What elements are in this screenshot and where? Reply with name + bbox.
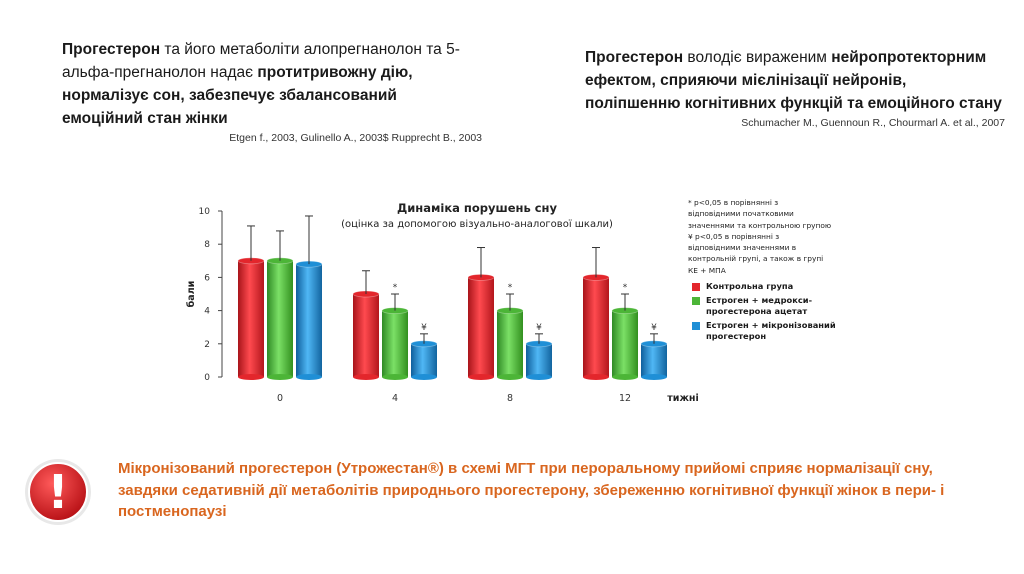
right-citation: Schumacher M., Guennoun R., Chourmarl A.… bbox=[741, 117, 1005, 129]
x-tick-label: 8 bbox=[507, 393, 513, 404]
significance-notes: * р<0,05 в порівнянні з відповідними поча… bbox=[688, 197, 858, 276]
bar-base bbox=[641, 374, 667, 380]
legend-item: Контрольна група bbox=[688, 281, 858, 293]
left-term: Прогестерон bbox=[62, 41, 161, 58]
right-text-block: Прогестерон володіє вираженим нейропроте… bbox=[585, 46, 1005, 129]
significance-note-line: КЕ + МПА bbox=[688, 265, 726, 275]
bar-3 bbox=[411, 343, 437, 377]
bar-base bbox=[353, 374, 379, 380]
left-paragraph: Прогестерон та його метаболіти алопрегна… bbox=[62, 38, 482, 130]
significance-marker: ¥ bbox=[536, 323, 542, 333]
significance-marker: * bbox=[623, 283, 628, 293]
bar-1 bbox=[468, 277, 494, 377]
left-citation: Etgen f., 2003, Gulinello A., 2003$ Rupp… bbox=[229, 132, 482, 144]
bar-base bbox=[296, 374, 322, 380]
exclamation-icon: ! bbox=[25, 459, 91, 525]
legend-item: Естроген + медрокси-прогестерона ацетат bbox=[688, 295, 858, 318]
bar-base bbox=[583, 374, 609, 380]
y-tick-label: 8 bbox=[204, 240, 210, 250]
alert-symbol: ! bbox=[48, 465, 69, 519]
bar-1 bbox=[353, 294, 379, 377]
bar-base bbox=[238, 374, 264, 380]
significance-marker: * bbox=[393, 283, 398, 293]
y-tick-label: 2 bbox=[204, 340, 210, 350]
x-tick-label: 12 bbox=[619, 393, 631, 404]
y-tick-label: 4 bbox=[204, 307, 210, 317]
bar-base bbox=[497, 374, 523, 380]
x-tick-label: 0 bbox=[277, 393, 283, 404]
bar-base bbox=[612, 374, 638, 380]
right-emphasis: нейропротекторним ефектом, сприяючи мієл… bbox=[585, 49, 1002, 112]
legend-label: Контрольна група bbox=[706, 281, 794, 292]
y-axis-label: бали bbox=[186, 281, 197, 308]
bar-base bbox=[382, 374, 408, 380]
x-axis-label: тижні bbox=[667, 393, 698, 404]
bar-2 bbox=[612, 310, 638, 377]
chart-subtitle: (оцінка за допомогою візуально-аналогово… bbox=[341, 218, 613, 230]
significance-note-line: ¥ р<0,05 в порівнянні з bbox=[688, 231, 780, 241]
x-tick-label: 4 bbox=[392, 393, 398, 404]
bar-2 bbox=[382, 310, 408, 377]
significance-marker: * bbox=[508, 283, 513, 293]
conclusion-text: Мікронізований прогестерон (Утрожестан®)… bbox=[118, 460, 945, 520]
y-tick-label: 10 bbox=[199, 207, 211, 217]
bar-1 bbox=[238, 260, 264, 377]
left-connector: та його метаболіти алопрегнанолон та 5-а… bbox=[62, 41, 460, 81]
left-emphasis: протитривожну дію, нормалізує сон, забез… bbox=[62, 64, 413, 127]
bar-base bbox=[468, 374, 494, 380]
sleep-disorder-chart: Динаміка порушень сну (оцінка за допомог… bbox=[186, 201, 699, 404]
bar-3 bbox=[526, 343, 552, 377]
significance-note-line: значеннями та контрольною групою bbox=[688, 220, 832, 230]
significance-note-line: * р<0,05 в порівнянні з bbox=[688, 198, 779, 207]
legend-label: Естроген + медрокси-прогестерона ацетат bbox=[706, 294, 813, 317]
legend-swatch bbox=[692, 296, 700, 305]
bar-3 bbox=[296, 264, 322, 377]
significance-note-line: контрольній групі, а також в групі bbox=[688, 254, 824, 264]
legend-swatch bbox=[692, 283, 700, 292]
bar-2 bbox=[497, 310, 523, 377]
chart-legend: * р<0,05 в порівнянні з відповідними поча… bbox=[688, 197, 858, 345]
right-paragraph: Прогестерон володіє вираженим нейропроте… bbox=[585, 46, 1005, 115]
bar-2 bbox=[267, 260, 293, 377]
significance-marker: ¥ bbox=[421, 323, 427, 333]
left-text-block: Прогестерон та його метаболіти алопрегна… bbox=[62, 38, 482, 144]
bar-3 bbox=[641, 343, 667, 377]
chart-title: Динаміка порушень сну bbox=[397, 201, 557, 215]
bar-base bbox=[267, 374, 293, 380]
legend-swatch bbox=[692, 321, 700, 330]
significance-marker: ¥ bbox=[651, 323, 657, 333]
significance-note-line: відповідними значеннями в bbox=[688, 243, 797, 253]
bar-base bbox=[526, 374, 552, 380]
bar-base bbox=[411, 374, 437, 380]
significance-note-line: відповідними початковими bbox=[688, 209, 794, 219]
legend-item: Естроген + мікронізований прогестерон bbox=[688, 320, 858, 343]
legend-label: Естроген + мікронізований прогестерон bbox=[706, 319, 836, 342]
y-tick-label: 6 bbox=[204, 273, 210, 283]
y-tick-label: 0 bbox=[204, 373, 210, 383]
bar-1 bbox=[583, 277, 609, 377]
right-connector: володіє вираженим bbox=[683, 49, 832, 66]
right-term: Прогестерон bbox=[585, 49, 684, 66]
legend-list: Контрольна група Естроген + медрокси-прог… bbox=[688, 281, 858, 343]
